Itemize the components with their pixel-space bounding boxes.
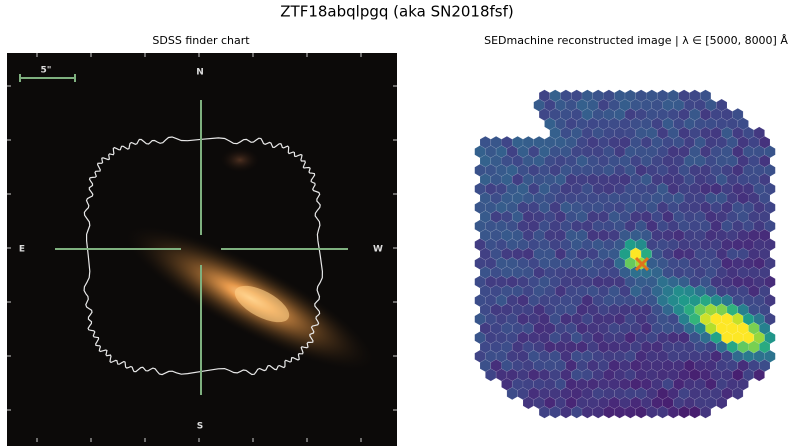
hex-spaxel — [699, 405, 712, 419]
compass-label: W — [373, 245, 383, 255]
crosshair — [55, 100, 348, 395]
hex-spaxel — [732, 387, 744, 400]
galaxy-glow — [218, 146, 262, 174]
panel-title: SDSS finder chart — [152, 34, 250, 47]
scale-label: 5" — [41, 66, 52, 76]
figure-title: ZTF18abqlpgq (aka SN2018fsf) — [280, 3, 513, 21]
compass-label: E — [19, 245, 25, 255]
sedm-image — [474, 89, 776, 419]
target-marker — [634, 256, 650, 272]
finder-image: 5" N S E W — [7, 53, 397, 446]
hex-spaxel — [753, 368, 765, 382]
frame-ticks — [7, 53, 397, 442]
hex-spaxel — [716, 396, 728, 410]
compass-label: S — [197, 422, 203, 432]
galaxy-core — [234, 285, 290, 323]
contour — [83, 136, 324, 376]
compass-label: N — [196, 68, 204, 78]
panel-title: SEDmachine reconstructed image | λ ∈ [50… — [484, 34, 788, 47]
marker-stroke — [634, 256, 650, 272]
